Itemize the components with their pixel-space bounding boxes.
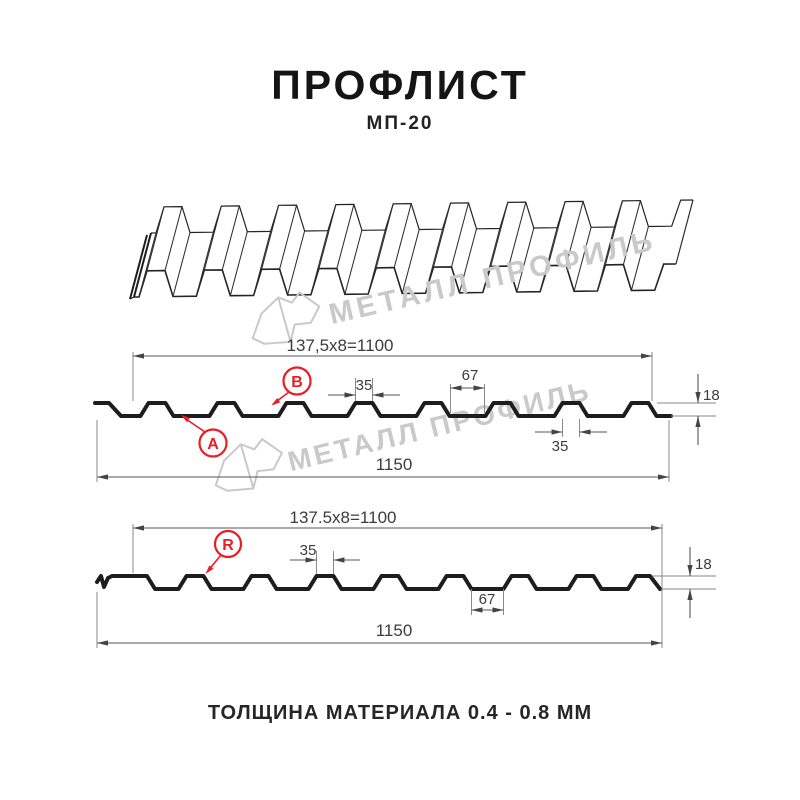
label-side-b: В [271, 366, 312, 406]
dim-module-width-1: 137,5x8=1100 [132, 336, 653, 401]
dim-height-1: 18 [657, 374, 720, 445]
dim-height-2: 18 [652, 547, 716, 618]
dim-valley-width-1: 67 [450, 367, 485, 413]
dim-crown-width-1-text: 35 [356, 377, 373, 394]
metal-profile-logo-icon [251, 291, 321, 345]
dim-total-width-1: 1150 [96, 420, 670, 482]
profile-2-cross-section [95, 574, 662, 591]
dim-valley-width-1-text: 67 [462, 367, 479, 384]
watermark-text: МЕТАЛЛ ПРОФИЛЬ [285, 375, 595, 478]
page-title: ПРОФЛИСТ [271, 62, 529, 108]
dim-height-2-text: 18 [695, 556, 712, 573]
watermark-text: МЕТАЛЛ ПРОФИЛЬ [326, 225, 659, 331]
metal-profile-logo-icon [214, 438, 283, 492]
dim-crown-width-1: 35 [328, 377, 400, 401]
page-subtitle: МП-20 [366, 113, 434, 134]
dim-crown-width-2-text: 35 [300, 542, 317, 559]
dim-module-width-1-text: 137,5x8=1100 [287, 336, 394, 355]
sheet-3d-drawing [129, 199, 694, 300]
label-side-b-text: В [291, 374, 303, 391]
profile-diagram-1: 137,5x8=1100 35 67 [93, 336, 720, 482]
dim-crown-bottom-1-text: 35 [552, 438, 569, 455]
profile-1-cross-section [93, 401, 673, 418]
label-side-r-text: R [222, 537, 234, 554]
dim-valley-width-2: 67 [471, 589, 504, 615]
label-side-a: А [181, 415, 228, 458]
dim-crown-width-2: 35 [290, 542, 360, 574]
watermark-1: МЕТАЛЛ ПРОФИЛЬ [251, 225, 659, 345]
material-thickness-note: ТОЛЩИНА МАТЕРИАЛА 0.4 - 0.8 ММ [207, 702, 593, 724]
profile-diagram-2: 137.5x8=1100 35 67 [95, 508, 716, 648]
dim-crown-bottom-1: 35 [535, 419, 607, 455]
dim-module-width-2: 137.5x8=1100 [132, 508, 663, 648]
dim-total-width-1-text: 1150 [376, 455, 413, 474]
label-side-r: R [205, 529, 243, 574]
dim-module-width-2-text: 137.5x8=1100 [290, 508, 397, 527]
dim-valley-width-2-text: 67 [479, 591, 496, 608]
dim-height-1-text: 18 [703, 387, 720, 404]
dim-total-width-2-text: 1150 [376, 621, 413, 640]
dim-total-width-2: 1150 [96, 592, 662, 648]
label-side-a-text: А [207, 436, 219, 453]
